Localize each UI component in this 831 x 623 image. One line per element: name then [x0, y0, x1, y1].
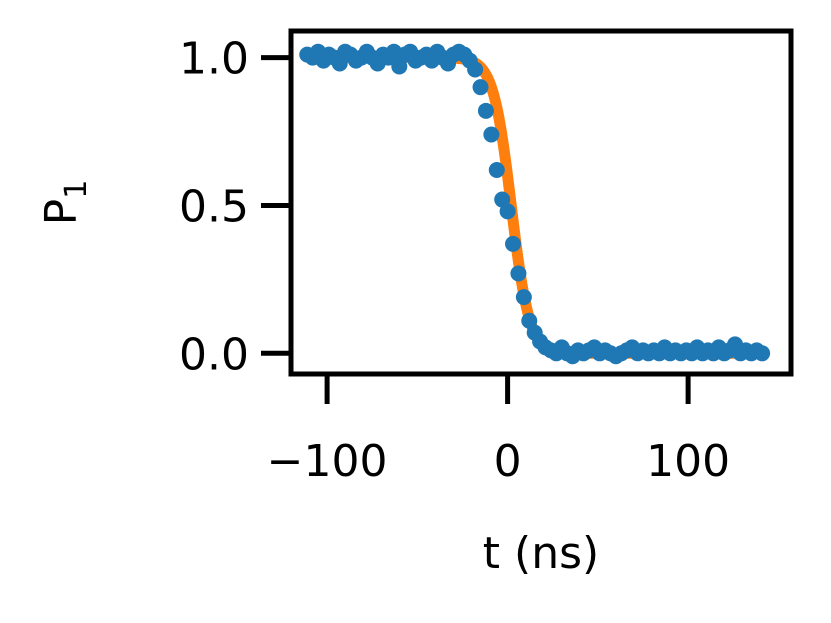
data-point — [499, 203, 516, 220]
x-tick-label: 100 — [646, 436, 730, 487]
data-point — [467, 61, 484, 78]
y-tick-label: 0.5 — [179, 181, 249, 232]
data-point — [488, 161, 505, 178]
data-point — [483, 126, 500, 143]
y-tick-label: 1.0 — [179, 34, 249, 85]
data-point — [477, 102, 494, 119]
x-tick-label: −100 — [267, 436, 388, 487]
data-point — [515, 289, 532, 306]
data-point — [505, 235, 522, 252]
data-point — [754, 345, 771, 362]
fit-curve-layer — [302, 52, 769, 359]
scatter-points-layer — [299, 43, 771, 365]
x-axis: −100 0 100 — [267, 374, 730, 487]
x-tick-label: 0 — [494, 436, 522, 487]
data-point — [510, 265, 527, 282]
y-axis: 0.0 0.5 1.0 — [179, 34, 291, 380]
y-axis-label-main: P — [36, 199, 87, 226]
x-axis-label: t (ns) — [483, 528, 599, 579]
y-tick-label: 0.0 — [179, 329, 249, 380]
plot-area-frame — [288, 28, 794, 377]
data-point — [472, 79, 489, 96]
y-axis-label-subscript: 1 — [59, 180, 94, 199]
fit-curve — [302, 52, 769, 359]
y-axis-label: P1 — [36, 180, 94, 226]
